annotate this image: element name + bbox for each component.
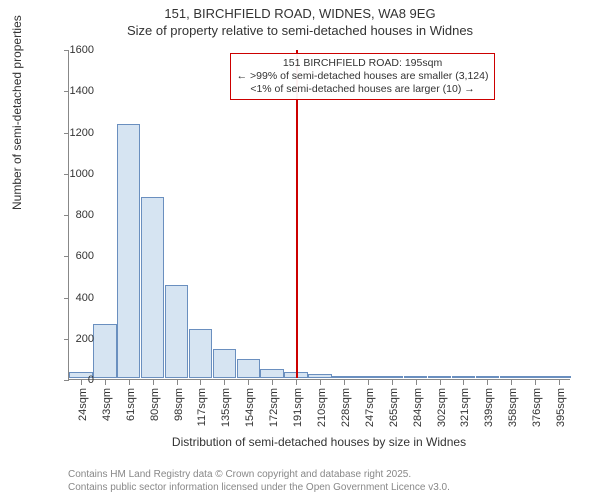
x-tick-label: 302sqm [436, 388, 448, 427]
x-tick-label: 117sqm [196, 388, 208, 426]
x-axis-label: Distribution of semi-detached houses by … [68, 435, 570, 449]
footer-line-1: Contains HM Land Registry data © Crown c… [68, 469, 411, 480]
histogram-bar [476, 376, 499, 378]
y-tick-label: 1400 [54, 85, 94, 97]
x-tick-label: 339sqm [483, 388, 495, 427]
footer-line-2: Contains public sector information licen… [68, 482, 450, 493]
x-tick-label: 358sqm [507, 388, 519, 427]
x-tick-label: 61sqm [125, 388, 137, 421]
histogram-bar [428, 376, 451, 378]
y-tick-label: 1600 [54, 44, 94, 56]
x-tick-label: 284sqm [412, 388, 424, 427]
x-tick-label: 172sqm [268, 388, 280, 427]
annotation-line-2: ← >99% of semi-detached houses are small… [237, 70, 489, 82]
x-tick-label: 247sqm [364, 388, 376, 427]
annotation-callout: 151 BIRCHFIELD ROAD: 195sqm← >99% of sem… [230, 53, 496, 100]
histogram-bar [141, 197, 164, 379]
x-tick-mark [200, 380, 201, 385]
x-tick-mark [105, 380, 106, 385]
x-tick-label: 43sqm [101, 388, 113, 421]
footer-attribution: Contains HM Land Registry data © Crown c… [68, 469, 450, 494]
x-tick-mark [511, 380, 512, 385]
x-tick-label: 191sqm [292, 388, 304, 427]
x-tick-mark [344, 380, 345, 385]
x-tick-mark [296, 380, 297, 385]
chart-area: 24sqm43sqm61sqm80sqm98sqm117sqm135sqm154… [68, 50, 570, 380]
x-tick-label: 210sqm [316, 388, 328, 427]
x-tick-mark [416, 380, 417, 385]
x-tick-mark [392, 380, 393, 385]
x-tick-label: 395sqm [555, 388, 567, 427]
title-line-1: 151, BIRCHFIELD ROAD, WIDNES, WA8 9EG [164, 6, 435, 21]
histogram-bar [380, 376, 403, 378]
y-tick-label: 1200 [54, 127, 94, 139]
histogram-bar [500, 376, 523, 378]
histogram-bar [452, 376, 475, 378]
histogram-bar [213, 349, 236, 378]
y-axis-label: Number of semi-detached properties [10, 15, 24, 210]
histogram-bar [356, 376, 379, 378]
x-tick-mark [177, 380, 178, 385]
x-tick-mark [487, 380, 488, 385]
x-tick-mark [248, 380, 249, 385]
histogram-bar [308, 374, 331, 378]
y-tick-label: 600 [54, 250, 94, 262]
histogram-bar [547, 376, 570, 378]
histogram-bar [404, 376, 427, 378]
x-tick-label: 265sqm [388, 388, 400, 427]
x-tick-label: 376sqm [531, 388, 543, 427]
histogram-bar [117, 124, 140, 378]
x-tick-mark [535, 380, 536, 385]
x-tick-mark [224, 380, 225, 385]
y-tick-label: 0 [54, 374, 94, 386]
histogram-bar [189, 329, 212, 379]
x-tick-mark [440, 380, 441, 385]
annotation-line-3: <1% of semi-detached houses are larger (… [250, 83, 474, 95]
histogram-bar [165, 285, 188, 378]
x-tick-mark [559, 380, 560, 385]
x-tick-label: 228sqm [340, 388, 352, 427]
x-tick-label: 154sqm [244, 388, 256, 427]
y-tick-label: 800 [54, 209, 94, 221]
histogram-bar [93, 324, 116, 378]
y-tick-label: 1000 [54, 168, 94, 180]
y-tick-label: 200 [54, 333, 94, 345]
x-tick-mark [320, 380, 321, 385]
x-tick-label: 24sqm [77, 388, 89, 421]
x-tick-label: 135sqm [220, 388, 232, 427]
histogram-bar [260, 369, 283, 378]
histogram-bar [237, 359, 260, 378]
x-tick-mark [368, 380, 369, 385]
histogram-bar [523, 376, 546, 378]
x-tick-mark [272, 380, 273, 385]
x-tick-label: 98sqm [173, 388, 185, 421]
x-tick-mark [463, 380, 464, 385]
annotation-line-1: 151 BIRCHFIELD ROAD: 195sqm [283, 57, 442, 69]
histogram-bar [332, 376, 355, 378]
chart-title: 151, BIRCHFIELD ROAD, WIDNES, WA8 9EG Si… [0, 0, 600, 40]
title-line-2: Size of property relative to semi-detach… [127, 23, 473, 38]
y-tick-label: 400 [54, 292, 94, 304]
x-tick-label: 80sqm [149, 388, 161, 421]
x-tick-mark [153, 380, 154, 385]
plot-area: 24sqm43sqm61sqm80sqm98sqm117sqm135sqm154… [68, 50, 570, 380]
x-tick-mark [129, 380, 130, 385]
x-tick-label: 321sqm [459, 388, 471, 427]
